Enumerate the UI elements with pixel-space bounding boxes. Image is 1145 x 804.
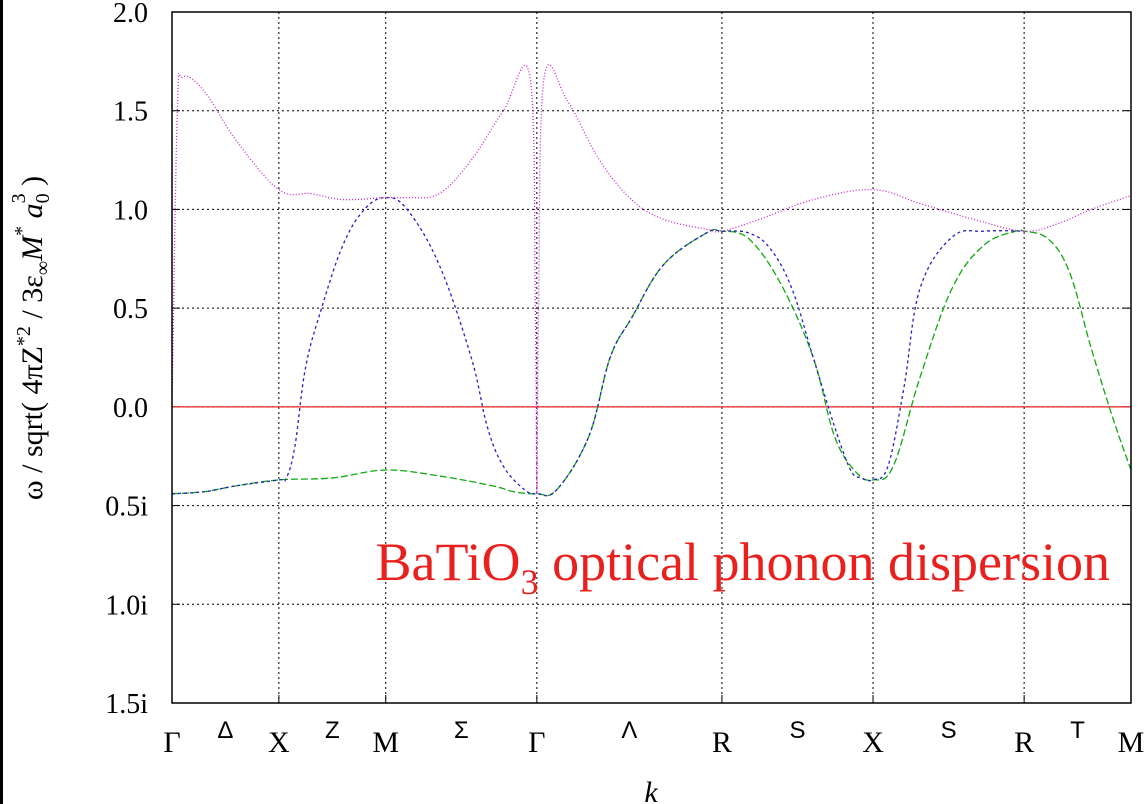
x-direction-label: Λ: [621, 717, 637, 744]
x-tick-label: Γ: [163, 726, 180, 759]
y-tick-label: 0.0: [113, 393, 148, 424]
plot-area-frame: [171, 11, 1132, 704]
y-label-prefix: ω / sqrt( 4πZ: [16, 346, 49, 500]
y-label-m: M: [16, 234, 49, 262]
title-rest: optical phonon dispersion: [539, 532, 1110, 592]
series-layer: [171, 63, 1132, 497]
y-label-mid: / 3ε: [16, 275, 49, 326]
y-tick-label: 2.0: [113, 0, 148, 29]
y-tick-label: 0.5i: [105, 492, 148, 523]
y-tick-label: 1.5: [113, 97, 148, 128]
title-subscript: 3: [521, 562, 539, 602]
y-tick-label: 0.5: [113, 294, 148, 325]
x-direction-label: S: [789, 717, 805, 744]
y-label-sup1: *2: [13, 326, 35, 346]
y-tick-label: 1.0: [113, 195, 148, 226]
y-label-sub2: 0: [32, 193, 54, 203]
x-tick-label: Γ: [528, 726, 545, 759]
x-tick-label: R: [1014, 726, 1034, 759]
y-label-sup3: 3: [8, 193, 30, 203]
grid-layer: [171, 11, 1132, 704]
window-left-edge: [0, 0, 3, 804]
x-tick-label: X: [862, 726, 884, 759]
x-tick-label: X: [268, 726, 290, 759]
series-line-2: [171, 196, 1025, 497]
y-label-suffix: ): [16, 176, 49, 194]
title-main: BaTiO: [375, 532, 520, 592]
x-axis-label: k: [644, 776, 658, 804]
x-direction-label: T: [1070, 717, 1085, 744]
x-direction-label: Δ: [217, 717, 233, 744]
y-label-a: a: [16, 203, 49, 226]
y-axis-label: ω / sqrt( 4πZ*2 / 3ε∞M* a03 ): [8, 176, 54, 500]
x-tick-label: M: [1118, 726, 1145, 759]
x-direction-label: S: [941, 717, 957, 744]
series-line-1: [171, 228, 1132, 497]
chart-title: BaTiO3 optical phonon dispersion: [375, 532, 1110, 602]
x-direction-label: Σ: [454, 717, 469, 744]
y-tick-label: 1.0i: [105, 590, 148, 621]
x-direction-label: Z: [325, 717, 340, 744]
series-line-3: [171, 63, 1132, 495]
x-tick-label: M: [372, 726, 399, 759]
y-label-sub1: ∞: [32, 261, 54, 275]
y-tick-label: 1.5i: [105, 689, 148, 720]
y-label-sup2: *: [11, 226, 33, 236]
x-tick-label: R: [712, 726, 732, 759]
y-tick-labels: 2.0 1.5 1.0 0.5 0.0 0.5i 1.0i 1.5i: [105, 0, 148, 720]
